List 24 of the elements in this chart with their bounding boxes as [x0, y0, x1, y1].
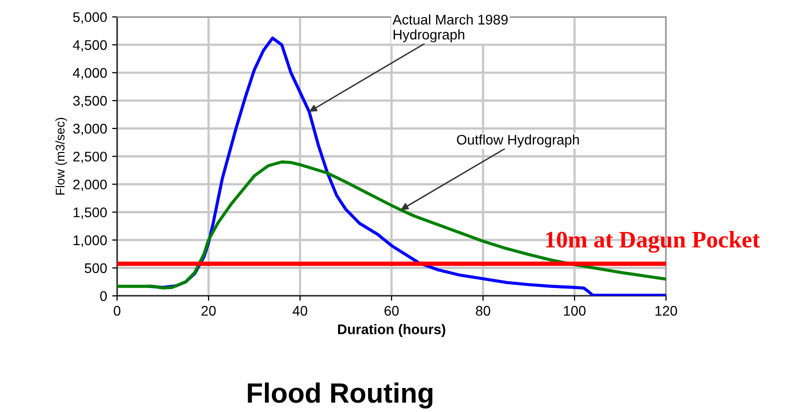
x-tick-label: 120 [655, 306, 678, 316]
y-tick-label: 4,000 [72, 68, 107, 80]
y-tick-label: 500 [84, 263, 107, 274]
x-tick-label: 40 [292, 306, 308, 316]
annotation: Outflow Hydrograph [456, 134, 579, 148]
y-tick-label: 4,500 [72, 40, 107, 52]
text: Flood Routing [248, 382, 432, 409]
y-tick-label: 1,000 [74, 235, 107, 247]
y-tick-label: 3,500 [73, 96, 107, 108]
x-tick-label: 100 [564, 306, 586, 316]
x-tick-label: 80 [476, 306, 490, 316]
y-tick-label: 5,000 [73, 12, 107, 24]
y-tick-label: 2,000 [73, 180, 107, 192]
y-tick-label: 2,500 [73, 152, 107, 164]
y-axis-title: Flow (m3/sec) [55, 118, 68, 195]
x-tick-label: 0 [114, 306, 120, 316]
x-axis-title: Duration (hours) [338, 324, 446, 337]
ref-line-label: 10m at Dagun Pocket [546, 231, 760, 253]
y-tick-label: 3,000 [73, 124, 107, 136]
y-tick-label: 1,500 [74, 207, 107, 219]
y-tick-label: 0 [100, 291, 107, 301]
x-tick-label: 20 [202, 306, 216, 316]
x-tick-label: 60 [384, 306, 399, 316]
annotation: Actual March 1989 Hydrograph [392, 14, 508, 42]
